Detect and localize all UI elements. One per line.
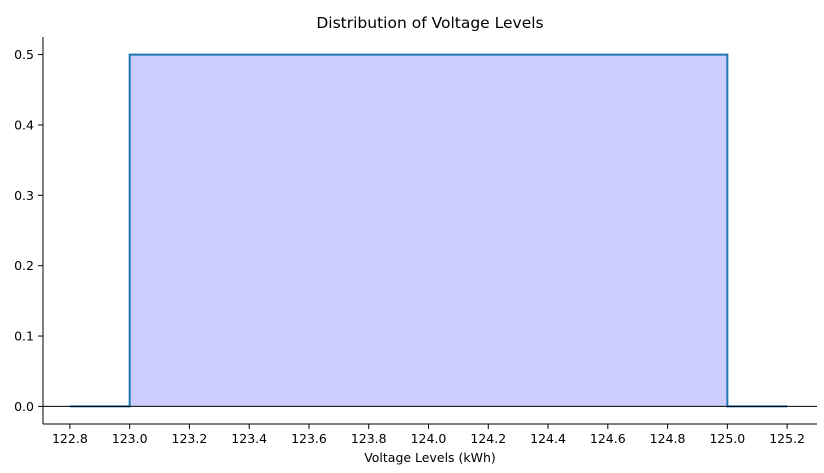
x-tick-label: 124.0 [411, 431, 447, 446]
x-tick-label: 124.8 [650, 431, 686, 446]
y-tick-label: 0.4 [14, 117, 34, 132]
x-axis: 122.8 123.0 123.2 123.4 123.6 123.8 124.0 124.2… [52, 424, 805, 446]
x-tick-label: 124.4 [530, 431, 566, 446]
x-tick-label: 125.2 [769, 431, 805, 446]
chart-title: Distribution of Voltage Levels [316, 14, 543, 32]
x-tick-label: 122.8 [52, 431, 88, 446]
x-tick-label: 123.8 [351, 431, 387, 446]
x-axis-label: Voltage Levels (kWh) [364, 450, 496, 465]
x-tick-label: 123.6 [291, 431, 327, 446]
y-tick-label: 0.2 [14, 258, 34, 273]
x-tick-label: 123.2 [172, 431, 208, 446]
x-tick-label: 123.4 [231, 431, 267, 446]
y-axis: 0.0 0.1 0.2 0.3 0.4 0.5 [14, 47, 43, 414]
y-tick-label: 0.3 [14, 188, 34, 203]
x-tick-label: 123.0 [112, 431, 148, 446]
x-tick-label: 125.0 [709, 431, 745, 446]
plot-area [69, 53, 788, 408]
y-tick-label: 0.0 [14, 399, 34, 414]
y-tick-label: 0.1 [14, 329, 34, 344]
series-0-area [69, 54, 788, 407]
x-tick-label: 124.2 [470, 431, 506, 446]
y-tick-label: 0.5 [14, 47, 34, 62]
x-tick-label: 124.6 [590, 431, 626, 446]
